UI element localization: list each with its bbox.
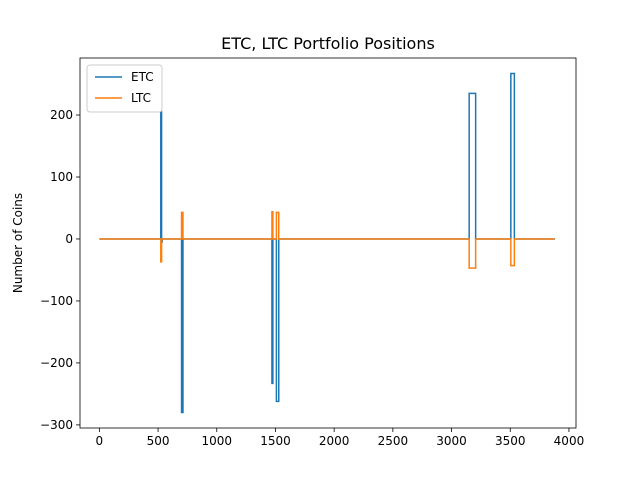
axes: 0 500 1000 1500 2000 2500 3000 3500 4000−300−200…	[40, 57, 585, 448]
x-tick-label: 2000	[319, 434, 350, 448]
y-tick-label: −200	[40, 356, 73, 370]
chart-title: ETC, LTC Portfolio Positions	[221, 34, 435, 53]
x-tick-label: 3500	[495, 434, 526, 448]
legend-label-ltc: LTC	[131, 91, 151, 105]
y-tick-label: −100	[40, 294, 73, 308]
legend: ETC LTC	[86, 64, 163, 113]
x-tick-label: 4000	[554, 434, 585, 448]
x-tick-label: 3000	[436, 434, 467, 448]
series-line-ltc	[99, 210, 555, 269]
y-axis-title: Number of Coins	[11, 193, 25, 293]
y-tick-label: 200	[50, 108, 73, 122]
y-tick-label: −300	[40, 418, 73, 432]
plot-frame	[79, 57, 577, 429]
x-tick-label: 1000	[201, 434, 232, 448]
x-tick-label: 2500	[378, 434, 409, 448]
x-tick-label: 500	[147, 434, 170, 448]
plot-area	[99, 72, 555, 414]
legend-label-etc: ETC	[131, 70, 154, 84]
y-tick-label: 100	[50, 170, 73, 184]
x-tick-label: 1500	[260, 434, 291, 448]
x-tick-label: 0	[96, 434, 104, 448]
y-tick-label: 0	[65, 232, 73, 246]
